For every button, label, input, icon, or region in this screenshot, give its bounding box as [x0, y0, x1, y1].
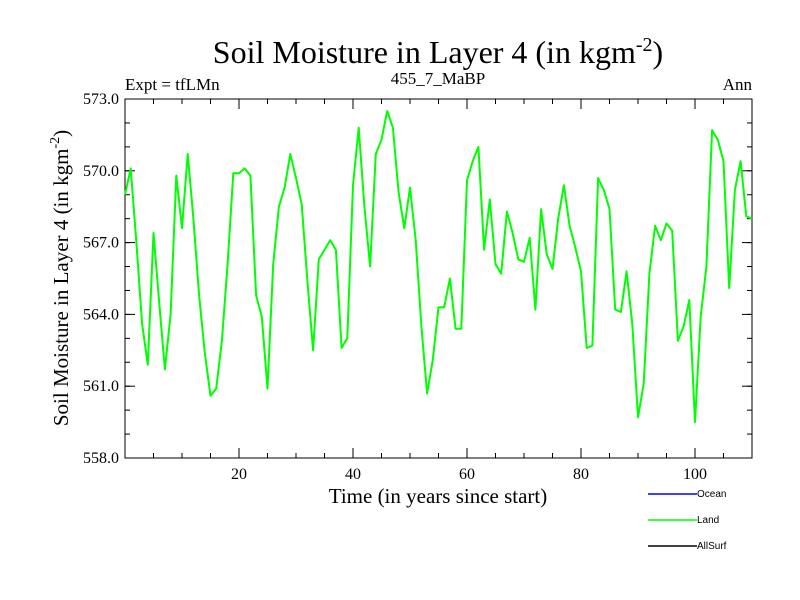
legend-label-ocean: Ocean	[697, 489, 726, 500]
axis-ticks: 558.0 561.0 564.0 567.0 570.0 573.0 20 40 60 80 10…	[83, 91, 752, 483]
x-tick-label: 40	[345, 466, 361, 483]
legend-label-allsurf: AllSurf	[697, 541, 727, 552]
y-tick-label: 573.0	[83, 91, 119, 108]
subtitle-center: 455_7_MaBP	[391, 69, 485, 88]
y-tick-label: 567.0	[83, 235, 119, 252]
chart-title-main: Soil Moisture in Layer 4 (in kgm	[213, 34, 636, 70]
legend: Ocean Land AllSurf	[648, 489, 727, 552]
legend-label-land: Land	[697, 515, 719, 526]
x-tick-label: 60	[459, 466, 475, 483]
x-tick-label: 80	[573, 466, 589, 483]
subtitle-left: Expt = tfLMn	[125, 75, 220, 94]
y-axis-label-sup: -2	[48, 137, 63, 149]
y-tick-label: 561.0	[83, 378, 119, 395]
chart-title-sup: -2	[636, 34, 653, 56]
y-axis-label-main: Soil Moisture in Layer 4 (in kgm	[49, 149, 73, 427]
y-axis-label-close: )	[49, 130, 73, 137]
chart-title: Soil Moisture in Layer 4 (in kgm-2)	[213, 34, 663, 70]
y-tick-label: 564.0	[83, 306, 119, 323]
x-tick-label: 20	[231, 466, 247, 483]
subtitle-right: Ann	[723, 75, 753, 94]
y-tick-label: 558.0	[83, 450, 119, 467]
series-line-land	[124, 110, 753, 424]
x-tick-label: 100	[683, 466, 707, 483]
plot-frame	[124, 98, 753, 459]
y-tick-label: 570.0	[83, 163, 119, 180]
y-axis-label: Soil Moisture in Layer 4 (in kgm-2)	[48, 130, 73, 426]
series-group	[124, 110, 753, 424]
x-axis-label: Time (in years since start)	[329, 484, 548, 508]
chart-title-close: )	[653, 34, 664, 70]
